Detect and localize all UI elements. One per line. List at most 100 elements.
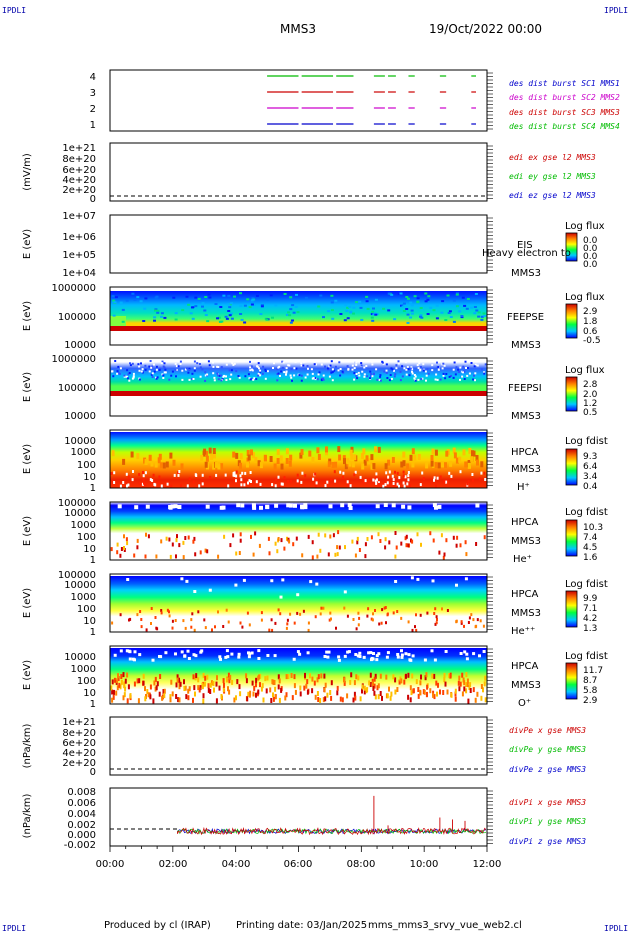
spectrogram-cell	[348, 460, 352, 467]
spectrogram-cell	[326, 692, 329, 698]
spectrogram-cell	[450, 474, 453, 478]
frame	[109, 214, 488, 274]
legend-entry: divPi z gse MMS3	[509, 837, 586, 846]
spectrogram-cell	[233, 474, 236, 477]
spectrogram-cell	[296, 650, 300, 654]
spectrogram-cell	[163, 688, 166, 694]
spectrogram-cell	[315, 478, 318, 482]
spectrogram-cell	[385, 371, 388, 374]
spectrogram-cell	[365, 688, 368, 694]
tick-label: 0.000	[67, 830, 96, 841]
spectrogram-cell	[110, 685, 113, 691]
spectrogram-cell	[337, 369, 340, 372]
spectrogram-cell	[441, 367, 444, 370]
spectrogram-cell	[273, 362, 275, 365]
spectrogram-cell	[422, 363, 425, 366]
spectrogram-cell	[248, 479, 251, 483]
spectrogram-cell	[439, 378, 442, 381]
spectrogram-cell	[442, 374, 445, 377]
spectrogram-cell	[288, 503, 293, 508]
spectrogram-cell	[419, 314, 423, 317]
spectrogram-cell	[149, 478, 152, 482]
spectrogram-cell	[259, 462, 263, 469]
spectrogram-cell	[463, 370, 466, 373]
spectrogram-cell	[212, 361, 214, 364]
spectrogram-cell	[197, 685, 200, 691]
spectrogram-cell	[138, 365, 141, 368]
spectrogram-cell	[377, 652, 381, 656]
spectrogram-cell	[416, 297, 420, 300]
spectrogram-cell	[359, 696, 362, 702]
spectrogram-cell	[323, 655, 327, 658]
spectrogram-cell	[289, 612, 292, 616]
spectrogram-cell	[215, 473, 218, 477]
legend-entry: edi ex gse l2 MMS3	[509, 153, 596, 162]
spectrogram-cell	[373, 676, 376, 682]
spectrogram-cell	[299, 612, 302, 616]
colorbar	[565, 519, 578, 557]
spectrogram-cell	[372, 307, 375, 310]
spectrogram-cell	[425, 692, 428, 698]
tick-label: 1	[90, 627, 96, 638]
colorbar-hpca-he	[565, 519, 578, 557]
spectrogram-cell	[443, 364, 446, 367]
spectrogram-cell	[417, 687, 420, 692]
spectrogram-cell	[314, 615, 317, 619]
spectrogram-cell	[467, 698, 470, 704]
spectrogram-cell	[258, 543, 261, 548]
spectrogram-cell	[220, 694, 223, 699]
spectrogram-cell	[435, 621, 438, 625]
spectrogram-cell	[138, 482, 141, 485]
spectrogram-cell	[319, 698, 322, 703]
spectrogram-cell	[200, 454, 204, 461]
spectrogram-cell	[482, 687, 484, 693]
spectrogram-cell	[184, 685, 187, 691]
spectrogram-cell	[231, 360, 234, 363]
spectrogram-cell	[164, 651, 168, 655]
spectrogram-cell	[291, 379, 293, 382]
spectrogram-cell	[129, 617, 132, 621]
spectrogram-cell	[370, 463, 374, 470]
spectrogram-cell	[330, 309, 334, 312]
spectrogram-cell	[334, 479, 337, 483]
spectrogram-cell	[425, 374, 428, 377]
spectrogram-cell	[158, 475, 161, 479]
spectrogram-cell	[337, 530, 340, 535]
spectrogram-cell	[455, 292, 459, 295]
spectrogram-cell	[484, 363, 487, 366]
corner-mark: IPDLI	[604, 6, 629, 15]
spectrogram-cell	[416, 532, 419, 537]
spectrogram-cell	[307, 628, 310, 632]
spectrogram-cell	[186, 649, 190, 653]
spectrogram-cell	[110, 547, 113, 552]
spectrogram-cell	[406, 482, 409, 486]
spectrogram-cell	[455, 293, 459, 296]
spectrogram-cell	[277, 366, 280, 369]
spectrogram-cell	[268, 551, 271, 556]
spectrogram-cell	[301, 471, 304, 475]
spectrogram-cell	[288, 539, 291, 544]
spectrogram-cell	[300, 480, 303, 484]
spectrogram-cell	[154, 308, 158, 311]
spectrogram-cell	[235, 470, 238, 474]
spectrogram-cell	[187, 657, 191, 660]
spectrogram-cell	[367, 607, 370, 611]
spectrogram-cell	[356, 536, 359, 541]
spectrogram-cell	[351, 368, 354, 371]
spectrogram-cell	[468, 616, 471, 620]
spectrogram-cell	[351, 539, 354, 544]
spectrogram-cell	[148, 454, 152, 461]
spectrogram-cell	[330, 695, 333, 701]
spectrogram-cell	[474, 697, 477, 703]
spectrogram-cell	[285, 367, 288, 370]
spectrogram-cell	[424, 675, 427, 681]
spectrogram-cell	[379, 539, 382, 543]
spectrogram-cell	[274, 686, 277, 692]
spectrogram-cell	[426, 611, 429, 615]
spectrogram-cell	[285, 313, 289, 316]
spectrogram-cell	[231, 679, 234, 685]
spectrogram-cell	[123, 546, 125, 550]
spectrogram-cell	[347, 650, 351, 654]
spectrogram-texture	[111, 292, 487, 324]
spectrogram-cell	[444, 650, 448, 653]
